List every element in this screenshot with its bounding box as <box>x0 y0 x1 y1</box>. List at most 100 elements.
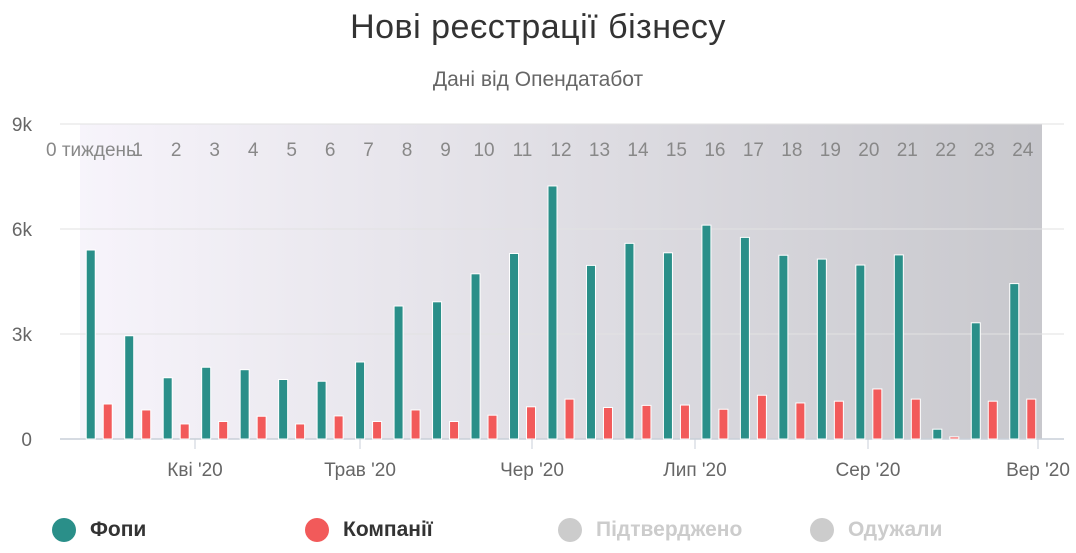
week-label: 11 <box>513 140 533 161</box>
legend-marker-companies <box>305 518 329 542</box>
bar-companies <box>102 403 113 440</box>
week-label: 17 <box>743 140 764 161</box>
bar-fopy <box>932 428 943 440</box>
bar-companies <box>679 404 690 440</box>
bar-companies <box>949 436 960 440</box>
bar-fopy <box>662 252 673 440</box>
bar-companies <box>141 409 152 440</box>
week-label: 18 <box>781 140 802 161</box>
bar-companies <box>564 398 575 440</box>
bar-fopy <box>970 322 981 440</box>
bar-companies <box>910 398 921 440</box>
y-tick-label: 3k <box>12 325 33 346</box>
x-tick-label: Вер '20 <box>1006 460 1070 481</box>
bar-companies <box>833 400 844 440</box>
x-tick-label: Чер '20 <box>500 460 564 481</box>
chart-title: Нові реєстрації бізнесу <box>350 8 726 46</box>
week-label: 5 <box>286 140 297 161</box>
week-label: 8 <box>402 140 413 161</box>
legend-label: Компанії <box>343 518 433 541</box>
week-label: 15 <box>666 140 687 161</box>
bar-companies <box>718 408 729 440</box>
bar-fopy <box>162 377 173 440</box>
week-label: 23 <box>974 140 995 161</box>
bar-companies <box>218 421 229 440</box>
x-tick-label: Сер '20 <box>836 460 901 481</box>
week-label: 0 тиждень <box>46 140 136 161</box>
bar-companies <box>372 421 383 440</box>
bar-fopy <box>239 369 250 440</box>
bar-fopy <box>470 273 481 440</box>
legend-item-fopy[interactable]: Фопи <box>52 518 146 542</box>
chart-legend: Фопи Компанії Підтверджено Одужали <box>0 518 1076 552</box>
legend-label: Одужали <box>848 518 943 541</box>
week-label: 20 <box>858 140 879 161</box>
legend-label: Підтверджено <box>596 518 743 541</box>
x-tick-label: Трав '20 <box>324 460 396 481</box>
bar-fopy <box>778 254 789 440</box>
week-label: 7 <box>363 140 374 161</box>
bar-fopy <box>124 335 135 440</box>
bar-companies <box>602 407 613 440</box>
bar-fopy <box>355 361 366 440</box>
legend-marker-confirmed <box>558 518 582 542</box>
bar-fopy <box>509 253 520 440</box>
bar-companies <box>641 404 652 440</box>
bar-fopy <box>432 301 443 440</box>
week-label: 14 <box>627 140 649 161</box>
bar-companies <box>526 406 537 440</box>
bar-fopy <box>547 185 558 440</box>
bar-fopy <box>316 380 327 440</box>
bar-fopy <box>816 258 827 440</box>
bar-fopy <box>624 242 635 440</box>
bar-fopy <box>739 236 750 440</box>
bar-companies <box>795 402 806 440</box>
week-label: 6 <box>325 140 336 161</box>
y-tick-label: 0 <box>21 430 32 451</box>
week-label: 3 <box>209 140 220 161</box>
chart-subtitle: Дані від Опендатабот <box>432 68 644 91</box>
week-label: 19 <box>820 140 841 161</box>
bar-fopy <box>393 305 404 440</box>
week-label: 1 <box>132 140 143 161</box>
week-label: 16 <box>704 140 725 161</box>
legend-marker-recovered <box>810 518 834 542</box>
bar-fopy <box>278 379 289 440</box>
bar-fopy <box>201 366 212 440</box>
legend-marker-fopy <box>52 518 76 542</box>
bar-companies <box>1026 398 1037 440</box>
week-label: 12 <box>550 140 571 161</box>
bar-companies <box>295 423 306 440</box>
week-label: 9 <box>440 140 451 161</box>
bar-companies <box>449 421 460 440</box>
bar-companies <box>872 388 883 440</box>
bar-fopy <box>85 249 96 440</box>
bar-companies <box>487 414 498 440</box>
x-tick-label: Кві '20 <box>167 460 222 481</box>
week-label: 2 <box>171 140 182 161</box>
bar-companies <box>179 423 190 440</box>
bar-fopy <box>701 224 712 440</box>
y-tick-label: 9k <box>12 115 33 136</box>
legend-item-companies[interactable]: Компанії <box>305 518 433 542</box>
week-label: 21 <box>897 140 918 161</box>
week-label: 24 <box>1012 140 1034 161</box>
legend-item-confirmed[interactable]: Підтверджено <box>558 518 742 542</box>
bar-companies <box>256 415 267 440</box>
legend-label: Фопи <box>90 518 147 541</box>
x-tick-label: Лип '20 <box>663 460 726 481</box>
bar-companies <box>410 409 421 440</box>
week-label: 4 <box>248 140 259 161</box>
bar-fopy <box>585 264 596 440</box>
bar-companies <box>987 400 998 440</box>
week-label: 10 <box>473 140 494 161</box>
bar-fopy <box>1009 283 1020 440</box>
bar-companies <box>756 394 767 440</box>
legend-item-recovered[interactable]: Одужали <box>810 518 942 542</box>
bar-fopy <box>893 254 904 440</box>
week-label: 13 <box>589 140 610 161</box>
y-tick-label: 6k <box>12 220 33 241</box>
bar-fopy <box>855 264 866 440</box>
